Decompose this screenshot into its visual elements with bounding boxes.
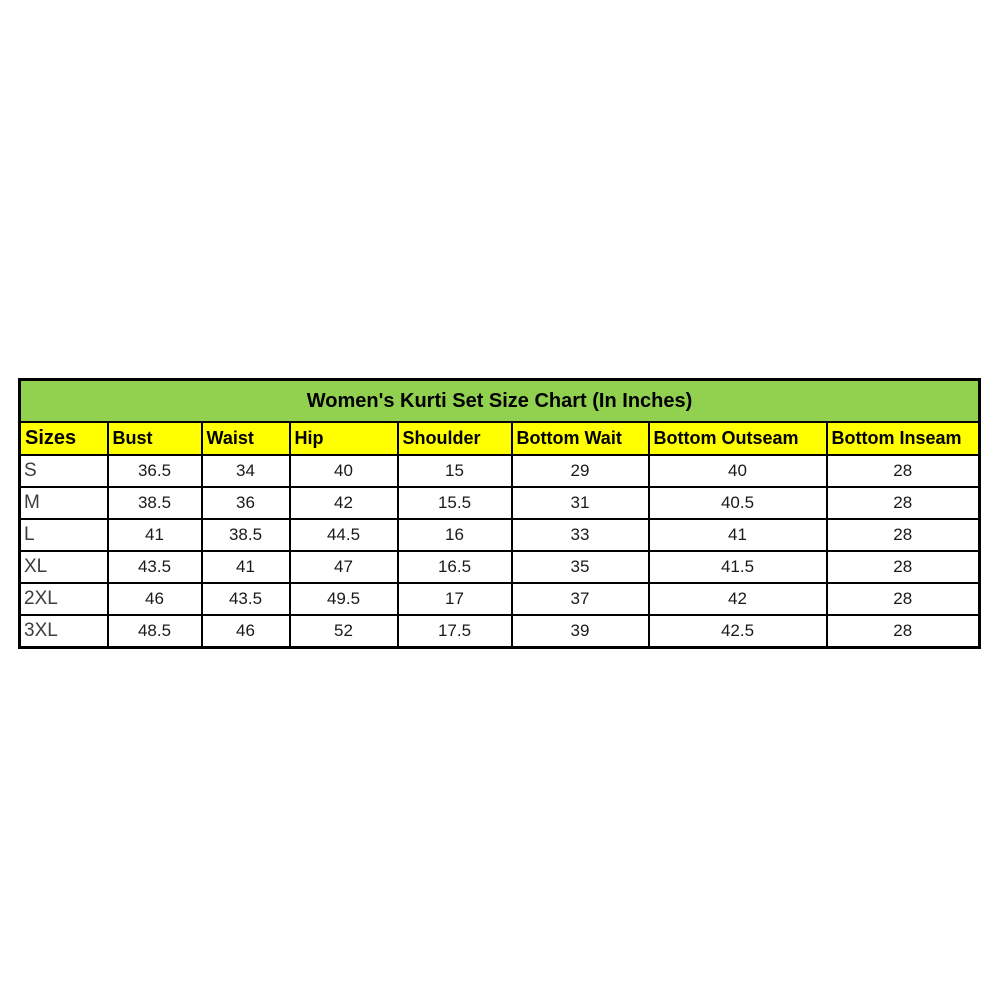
value-cell: 16 <box>396 518 513 552</box>
value-cell: 40 <box>647 454 828 488</box>
value-cell: 40 <box>288 454 399 488</box>
value-cell: 36 <box>200 486 291 520</box>
value-cell: 47 <box>288 550 399 584</box>
value-cell: 34 <box>200 454 291 488</box>
column-header-bust: Bust <box>106 421 203 456</box>
value-cell: 28 <box>825 614 981 649</box>
value-cell: 41 <box>200 550 291 584</box>
value-cell: 28 <box>825 454 981 488</box>
chart-title-row: Women's Kurti Set Size Chart (In Inches) <box>18 378 981 423</box>
value-cell: 52 <box>288 614 399 649</box>
value-cell: 48.5 <box>106 614 203 649</box>
value-cell: 15 <box>396 454 513 488</box>
column-header-bottom-outseam: Bottom Outseam <box>647 421 828 456</box>
size-cell: 3XL <box>18 614 109 649</box>
size-cell: L <box>18 518 109 552</box>
value-cell: 38.5 <box>106 486 203 520</box>
value-cell: 41 <box>647 518 828 552</box>
column-header-bottom-inseam: Bottom Inseam <box>825 421 981 456</box>
value-cell: 43.5 <box>106 550 203 584</box>
value-cell: 31 <box>510 486 650 520</box>
value-cell: 17 <box>396 582 513 616</box>
value-cell: 44.5 <box>288 518 399 552</box>
value-cell: 46 <box>200 614 291 649</box>
value-cell: 42 <box>647 582 828 616</box>
value-cell: 33 <box>510 518 650 552</box>
value-cell: 28 <box>825 550 981 584</box>
value-cell: 28 <box>825 582 981 616</box>
value-cell: 36.5 <box>106 454 203 488</box>
size-cell: M <box>18 486 109 520</box>
value-cell: 38.5 <box>200 518 291 552</box>
column-header-waist: Waist <box>200 421 291 456</box>
value-cell: 29 <box>510 454 650 488</box>
table-row-2xl: 2XL 46 43.5 49.5 17 37 42 28 <box>18 582 981 616</box>
value-cell: 42.5 <box>647 614 828 649</box>
value-cell: 41 <box>106 518 203 552</box>
table-row-m: M 38.5 36 42 15.5 31 40.5 28 <box>18 486 981 520</box>
size-cell: 2XL <box>18 582 109 616</box>
size-chart-container: Women's Kurti Set Size Chart (In Inches)… <box>18 378 981 649</box>
table-row-l: L 41 38.5 44.5 16 33 41 28 <box>18 518 981 552</box>
table-row-s: S 36.5 34 40 15 29 40 28 <box>18 454 981 488</box>
column-header-shoulder: Shoulder <box>396 421 513 456</box>
value-cell: 43.5 <box>200 582 291 616</box>
column-header-row: Sizes Bust Waist Hip Shoulder Bottom Wai… <box>18 421 981 456</box>
value-cell: 42 <box>288 486 399 520</box>
value-cell: 46 <box>106 582 203 616</box>
column-header-sizes: Sizes <box>18 421 109 456</box>
size-chart-table: Women's Kurti Set Size Chart (In Inches)… <box>18 378 981 649</box>
value-cell: 15.5 <box>396 486 513 520</box>
column-header-bottom-wait: Bottom Wait <box>510 421 650 456</box>
value-cell: 17.5 <box>396 614 513 649</box>
table-row-3xl: 3XL 48.5 46 52 17.5 39 42.5 28 <box>18 614 981 649</box>
size-cell: XL <box>18 550 109 584</box>
value-cell: 28 <box>825 486 981 520</box>
value-cell: 16.5 <box>396 550 513 584</box>
value-cell: 41.5 <box>647 550 828 584</box>
value-cell: 35 <box>510 550 650 584</box>
value-cell: 40.5 <box>647 486 828 520</box>
column-header-hip: Hip <box>288 421 399 456</box>
value-cell: 37 <box>510 582 650 616</box>
value-cell: 49.5 <box>288 582 399 616</box>
table-row-xl: XL 43.5 41 47 16.5 35 41.5 28 <box>18 550 981 584</box>
value-cell: 28 <box>825 518 981 552</box>
chart-title: Women's Kurti Set Size Chart (In Inches) <box>18 378 981 423</box>
value-cell: 39 <box>510 614 650 649</box>
size-cell: S <box>18 454 109 488</box>
